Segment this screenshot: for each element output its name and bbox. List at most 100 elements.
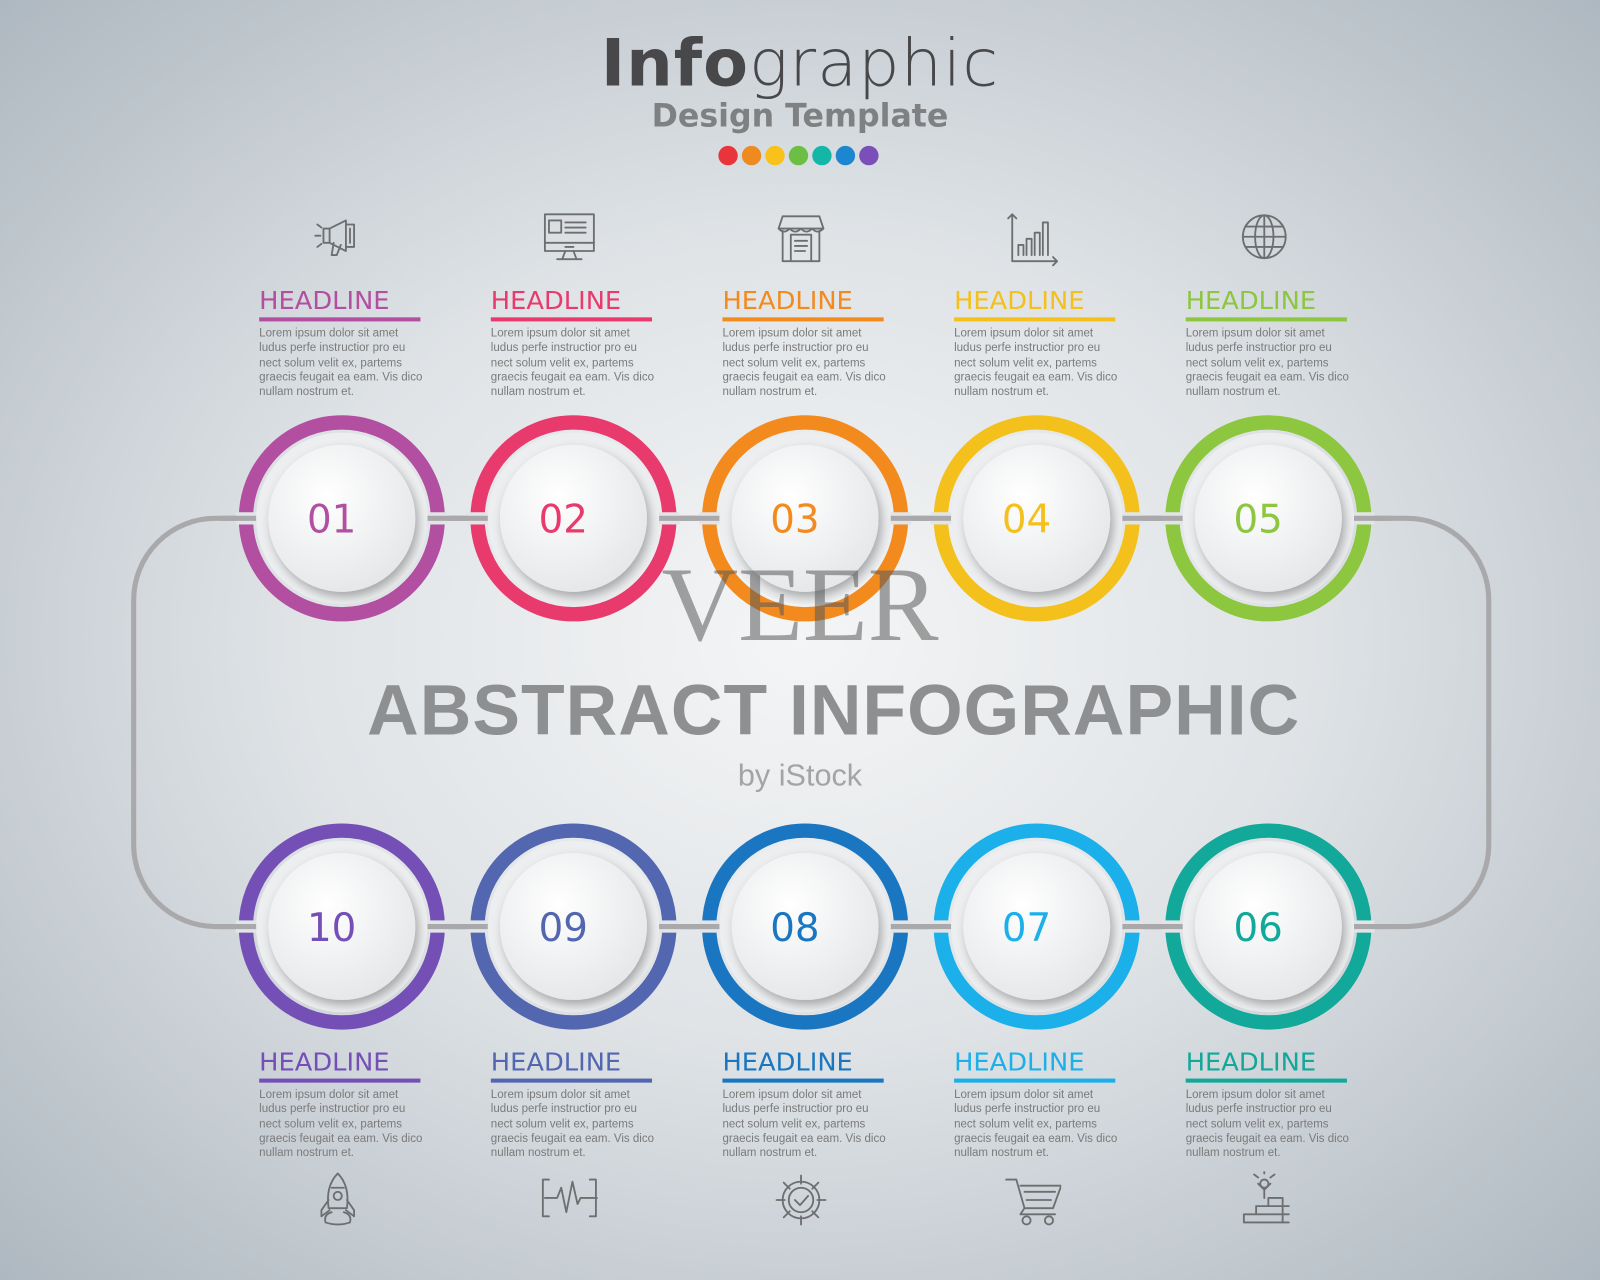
description-line: ludus perfe instructior pro eu: [954, 342, 1101, 355]
description-line: graecis feugait ea eam. Vis dico: [1185, 371, 1349, 384]
step-disc: [268, 444, 416, 592]
step-disc: [1194, 853, 1342, 1000]
description-line: nect solum velit ex, partems: [722, 1117, 866, 1131]
step-node-07: 07: [914, 823, 1160, 1030]
description-line: Lorem ipsum dolor sit amet: [1185, 327, 1325, 340]
step-number: 08: [770, 906, 819, 951]
step-disc: [963, 444, 1111, 592]
description-line: Lorem ipsum dolor sit amet: [490, 327, 630, 340]
monitor-icon: [541, 210, 602, 267]
step-headline: HEADLINE: [954, 286, 1085, 316]
step-headline: HEADLINE: [722, 286, 853, 316]
step-number: 05: [1233, 498, 1282, 543]
description-line: nect solum velit ex, partems: [490, 1117, 634, 1131]
step-node-09: 09: [451, 823, 696, 1030]
description-line: Lorem ipsum dolor sit amet: [259, 1088, 399, 1102]
step-description: Lorem ipsum dolor sit amet ludus perfe in…: [722, 1088, 885, 1161]
step-text-block: HEADLINE Lorem ipsum dolor sit amet ludus …: [259, 287, 422, 400]
description-line: Lorem ipsum dolor sit amet: [954, 1088, 1094, 1102]
description-line: nect solum velit ex, partems: [259, 356, 403, 369]
step-number: 07: [1002, 906, 1051, 951]
step-number: 10: [307, 906, 356, 951]
step-text-block: HEADLINE Lorem ipsum dolor sit amet ludus …: [722, 287, 886, 400]
description-line: ludus perfe instructior pro eu: [490, 1103, 637, 1116]
description-line: nullam nostrum et.: [722, 1147, 818, 1160]
step-text-block: HEADLINE Lorem ipsum dolor sit amet ludus …: [259, 1048, 422, 1161]
description-line: graecis feugait ea eam. Vis dico: [1185, 1132, 1349, 1145]
step-number: 03: [770, 498, 819, 543]
description-line: Lorem ipsum dolor sit amet: [954, 327, 1094, 340]
description-line: ludus perfe instructior pro eu: [954, 1103, 1101, 1116]
description-line: nullam nostrum et.: [490, 1147, 586, 1160]
step-text-block: HEADLINE Lorem ipsum dolor sit amet ludus …: [490, 1048, 654, 1161]
color-dots: [718, 145, 879, 166]
step-description: Lorem ipsum dolor sit amet ludus perfe in…: [259, 327, 422, 400]
step-disc: [499, 444, 647, 592]
pulse-icon: [541, 1171, 602, 1228]
headline-underline: [490, 317, 653, 322]
watermark-sub: by iStock: [737, 759, 863, 793]
step-description: Lorem ipsum dolor sit amet ludus perfe in…: [1186, 327, 1349, 400]
subtitle: Design Template: [651, 97, 949, 135]
description-line: nect solum velit ex, partems: [259, 1117, 403, 1131]
description-line: nect solum velit ex, partems: [490, 356, 634, 369]
description-line: graecis feugait ea eam. Vis dico: [490, 371, 654, 384]
step-description: Lorem ipsum dolor sit amet ludus perfe in…: [1186, 1088, 1349, 1161]
description-line: graecis feugait ea eam. Vis dico: [954, 1132, 1118, 1145]
description-line: graecis feugait ea eam. Vis dico: [954, 371, 1118, 384]
step-number: 01: [307, 498, 356, 543]
description-line: nect solum velit ex, partems: [1185, 1117, 1329, 1131]
description-line: Lorem ipsum dolor sit amet: [722, 1088, 862, 1102]
title-bold: Info: [600, 26, 750, 103]
description-line: nect solum velit ex, partems: [954, 1117, 1097, 1131]
description-line: nullam nostrum et.: [259, 385, 355, 399]
step-number: 09: [539, 906, 588, 951]
watermark: VEER: [661, 545, 939, 664]
step-node-02: 02: [451, 415, 696, 622]
step-node-10: 10: [219, 823, 465, 1030]
center-title: ABSTRACT INFOGRAPHIC: [367, 670, 1301, 750]
step-description: Lorem ipsum dolor sit amet ludus perfe in…: [491, 327, 654, 400]
description-line: nullam nostrum et.: [259, 1147, 355, 1160]
description-line: nullam nostrum et.: [1185, 1147, 1281, 1160]
title-light: graphic: [749, 26, 1000, 103]
color-dot: [741, 145, 762, 166]
globe-icon: [1236, 210, 1297, 267]
description-line: Lorem ipsum dolor sit amet: [722, 327, 862, 340]
shop-icon: [772, 210, 833, 267]
color-dot: [812, 145, 832, 166]
headline-underline: [1185, 317, 1347, 322]
description-line: graecis feugait ea eam. Vis dico: [722, 371, 886, 384]
description-line: Lorem ipsum dolor sit amet: [259, 327, 399, 340]
headline-underline: [259, 1078, 421, 1083]
step-node-08: 08: [682, 823, 928, 1030]
step-number: 02: [539, 498, 588, 543]
step-node-05: 05: [1145, 415, 1391, 622]
step-headline: HEADLINE: [490, 1047, 622, 1077]
step-disc: [1194, 444, 1342, 592]
step-disc: [731, 444, 879, 592]
step-node-06: 06: [1145, 823, 1391, 1030]
description-line: nect solum velit ex, partems: [954, 356, 1097, 369]
step-node-04: 04: [914, 415, 1160, 622]
description-line: Lorem ipsum dolor sit amet: [490, 1088, 630, 1102]
color-dot: [765, 145, 785, 166]
description-line: ludus perfe instructior pro eu: [490, 342, 637, 355]
description-line: graecis feugait ea eam. Vis dico: [490, 1132, 654, 1145]
description-line: Lorem ipsum dolor sit amet: [1185, 1088, 1325, 1102]
description-line: nullam nostrum et.: [490, 385, 586, 399]
headline-underline: [722, 317, 884, 322]
step-headline: HEADLINE: [722, 1047, 853, 1077]
step-headline: HEADLINE: [259, 286, 390, 316]
step-description: Lorem ipsum dolor sit amet ludus perfe in…: [491, 1088, 654, 1161]
step-node-03: 03: [682, 415, 928, 622]
step-number: 06: [1233, 906, 1282, 951]
step-description: Lorem ipsum dolor sit amet ludus perfe in…: [722, 327, 885, 400]
step-headline: HEADLINE: [1185, 286, 1317, 316]
description-line: ludus perfe instructior pro eu: [1185, 1103, 1332, 1116]
headline-underline: [954, 1078, 1116, 1083]
step-node-01: 01: [219, 415, 465, 622]
description-line: ludus perfe instructior pro eu: [259, 342, 406, 355]
step-text-block: HEADLINE Lorem ipsum dolor sit amet ludus …: [954, 287, 1117, 400]
